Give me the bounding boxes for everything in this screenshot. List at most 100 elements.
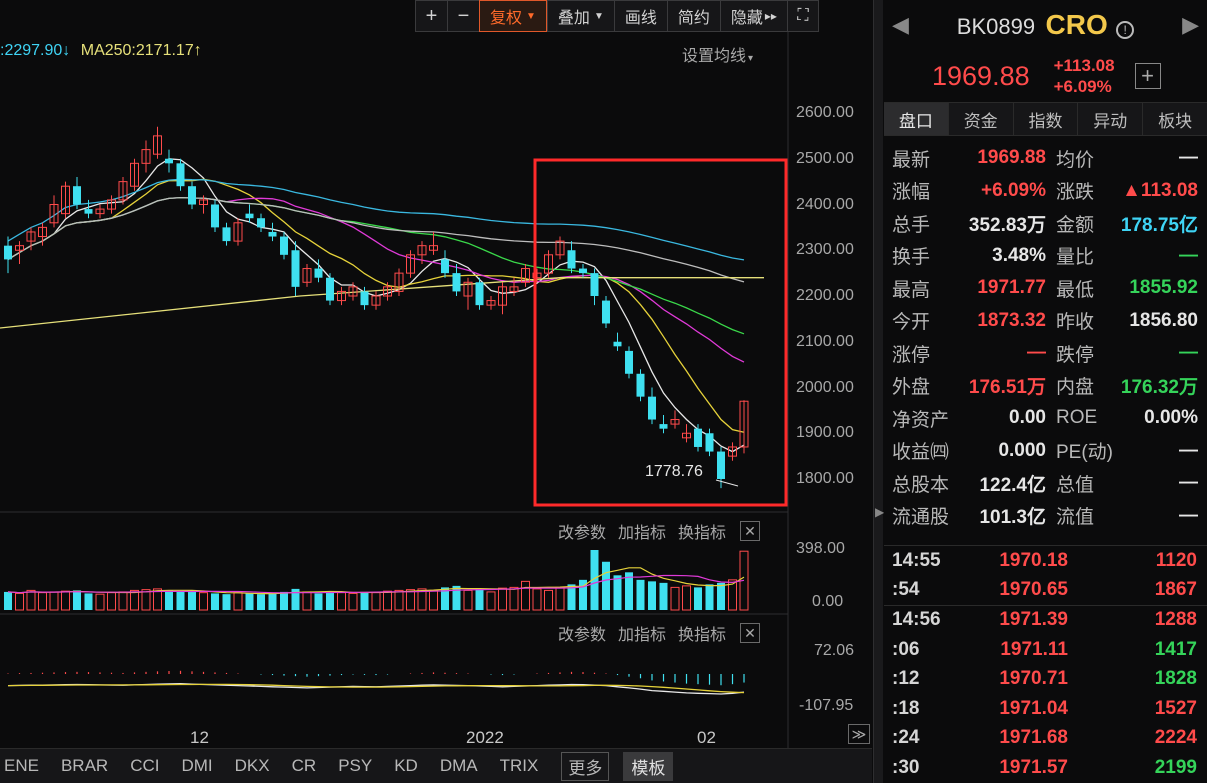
volume-bar-down — [625, 572, 633, 610]
side-tabs: 盘口 资金 指数 异动 板块 — [884, 102, 1207, 136]
zoom-out-button[interactable]: − — [447, 0, 479, 32]
chevron-down-icon: ▼ — [526, 10, 536, 22]
candle-body-up — [728, 446, 737, 457]
quote-row: 换手 3.48% 量比 — — [884, 240, 1207, 273]
macd-axis-label: 72.06 — [814, 642, 855, 659]
fuquan-dropdown[interactable]: 复权 ▼ — [479, 0, 547, 32]
quote-label: 涨幅 — [892, 182, 931, 204]
tab-sector[interactable]: 板块 — [1143, 103, 1207, 135]
tab-movement[interactable]: 异动 — [1078, 103, 1144, 135]
tick-time: :18 — [892, 697, 920, 719]
ma250-line — [0, 277, 764, 329]
candle-body-up — [406, 254, 415, 274]
ma60-line — [7, 196, 745, 283]
fullscreen-icon[interactable]: ⛶ — [786, 0, 819, 32]
indicator-tab[interactable]: KD — [394, 756, 418, 775]
expand-icon[interactable]: ≫ — [848, 724, 870, 744]
hide-button[interactable]: 隐藏 ▸▸ — [719, 0, 787, 32]
volume-bar-up — [61, 590, 70, 611]
add-indicator-button[interactable]: 加指标 — [618, 627, 667, 644]
info-icon[interactable]: ! — [1116, 20, 1135, 39]
quote-value: +6.09% — [981, 179, 1046, 201]
kline-chart-area[interactable]: + − 复权 ▼ 叠加 ▼ 画线 简约 隐藏 ▸▸ ⛶ :2297.90↓ MA250… — [0, 0, 872, 783]
draw-line-button[interactable]: 画线 — [613, 0, 667, 32]
tick-volume: 1527 — [1154, 697, 1197, 719]
candle-body-up — [153, 135, 162, 155]
candle-body-up — [15, 245, 24, 251]
indicator-tab[interactable]: PSY — [338, 756, 373, 775]
prev-stock-icon[interactable]: ◀ — [892, 12, 909, 37]
add-indicator-button[interactable]: 加指标 — [618, 525, 667, 542]
tab-pankou[interactable]: 盘口 — [884, 103, 949, 135]
close-icon[interactable]: ✕ — [740, 623, 761, 643]
volume-bar-up — [728, 579, 737, 611]
change-params-button[interactable]: 改参数 — [558, 525, 607, 542]
volume-bar-up — [498, 587, 507, 611]
collapse-handle-icon[interactable]: ▶ — [875, 505, 885, 519]
volume-bar-down — [452, 585, 461, 610]
candlestick-chart[interactable] — [0, 0, 872, 748]
quote-grid: 最新 1969.88 均价 — 涨幅 +6.09% 涨跌 ▲113.08 总手 352.83万 金额… — [884, 136, 1207, 532]
volume-bar-up — [532, 588, 542, 611]
volume-bar-up — [141, 589, 151, 611]
volume-bar-up — [49, 591, 59, 611]
template-button[interactable]: 模板 — [623, 751, 674, 781]
tick-price: 1971.11 — [1000, 638, 1068, 660]
candle-body-down — [694, 428, 702, 447]
indicator-tab[interactable]: BRAR — [60, 756, 109, 775]
tab-funds[interactable]: 资金 — [948, 103, 1014, 135]
tick-volume: 2224 — [1154, 727, 1197, 749]
change-params-button[interactable]: 改参数 — [558, 627, 607, 644]
zoom-in-button[interactable]: + — [415, 0, 447, 32]
volume-bar-down — [222, 594, 231, 610]
change-percent: +6.09% — [1053, 77, 1112, 96]
stock-name: CRO — [1045, 9, 1108, 40]
panel-divider[interactable] — [873, 0, 883, 783]
overlay-dropdown[interactable]: 叠加 ▼ — [546, 0, 614, 32]
next-stock-icon[interactable]: ▶ — [1182, 12, 1199, 37]
candle-body-down — [280, 236, 288, 255]
quote-row: 总手 352.83万 金额 178.75亿 — [884, 207, 1207, 240]
volume-bar-down — [694, 587, 702, 610]
quote-value: 1856.80 — [1129, 309, 1198, 331]
tab-index[interactable]: 指数 — [1013, 103, 1079, 135]
candle-body-down — [705, 433, 714, 452]
ma10-line — [7, 178, 745, 433]
quote-label: 涨停 — [892, 344, 931, 366]
indicator-tab[interactable]: DMI — [181, 756, 213, 775]
volume-bar-down — [188, 591, 196, 610]
add-watchlist-button[interactable]: + — [1134, 63, 1161, 89]
candle-body-up — [429, 245, 438, 251]
close-icon[interactable]: ✕ — [740, 521, 761, 541]
candle-body-down — [590, 273, 599, 296]
tick-volume: 1288 — [1154, 609, 1197, 631]
more-indicators-button[interactable]: 更多 — [561, 751, 610, 781]
indicator-tab[interactable]: CR — [291, 756, 317, 775]
indicator-tab[interactable]: DKX — [234, 756, 270, 775]
ma-settings-dropdown[interactable]: 设置均线 ▾ — [682, 42, 753, 66]
quote-value: 1969.88 — [977, 147, 1046, 169]
switch-indicator-button[interactable]: 换指标 — [678, 627, 727, 644]
candle-body-up — [371, 295, 381, 306]
candle-body-down — [165, 158, 173, 164]
quote-value: — — [1179, 472, 1198, 494]
indicator-tab[interactable]: TRIX — [499, 756, 539, 775]
volume-bar-up — [153, 588, 162, 611]
switch-indicator-button[interactable]: 换指标 — [678, 525, 727, 542]
candle-body-down — [602, 300, 610, 324]
indicator-tab[interactable]: ENE — [4, 756, 39, 775]
quote-value: 176.32万 — [1120, 377, 1198, 399]
indicator-tab[interactable]: CCI — [130, 756, 160, 775]
volume-bar-up — [463, 589, 473, 611]
indicator-tab[interactable]: DMA — [439, 756, 478, 775]
tick-price: 1970.18 — [999, 549, 1068, 571]
candle-body-up — [130, 162, 139, 187]
candle-body-up — [555, 240, 565, 256]
tick-volume: 1828 — [1154, 668, 1197, 690]
simple-mode-button[interactable]: 简约 — [666, 0, 720, 32]
volume-bar-down — [314, 593, 323, 610]
price-axis-label: 2100.00 — [796, 333, 854, 350]
quote-side-panel: ◀ BK0899 CRO ! ▶ 1969.88 +113.08 +6.09% … — [884, 0, 1207, 783]
tick-volume: 1120 — [1155, 549, 1197, 571]
tick-time: 14:56 — [892, 609, 941, 631]
